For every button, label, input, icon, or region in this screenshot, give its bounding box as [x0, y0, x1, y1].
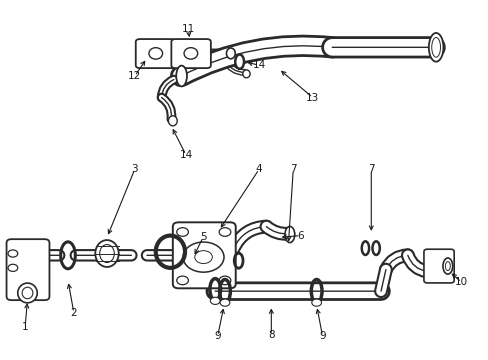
- Circle shape: [176, 276, 188, 285]
- Text: 1: 1: [22, 322, 28, 332]
- Circle shape: [220, 299, 229, 306]
- Text: 6: 6: [297, 231, 303, 240]
- FancyBboxPatch shape: [172, 222, 235, 288]
- FancyBboxPatch shape: [171, 39, 210, 68]
- Text: 12: 12: [128, 71, 141, 81]
- Circle shape: [8, 250, 18, 257]
- Text: 3: 3: [131, 164, 138, 174]
- Circle shape: [311, 299, 321, 306]
- Text: 11: 11: [182, 24, 195, 35]
- Circle shape: [210, 297, 220, 305]
- Ellipse shape: [176, 66, 186, 86]
- Text: 5: 5: [199, 232, 206, 242]
- Text: 9: 9: [319, 331, 325, 341]
- Ellipse shape: [18, 283, 37, 303]
- Text: 9: 9: [214, 331, 221, 341]
- Text: 10: 10: [454, 277, 467, 287]
- Text: 8: 8: [267, 330, 274, 340]
- FancyBboxPatch shape: [136, 39, 175, 68]
- Text: 14: 14: [179, 150, 192, 160]
- Ellipse shape: [285, 226, 294, 243]
- Text: 4: 4: [255, 164, 262, 174]
- FancyBboxPatch shape: [6, 239, 49, 300]
- Ellipse shape: [243, 70, 249, 78]
- Text: 7: 7: [367, 164, 374, 174]
- Ellipse shape: [442, 258, 452, 274]
- Text: 13: 13: [305, 93, 319, 103]
- Text: 2: 2: [70, 308, 77, 318]
- Ellipse shape: [235, 54, 244, 69]
- Ellipse shape: [95, 240, 119, 267]
- Ellipse shape: [428, 33, 443, 62]
- Ellipse shape: [226, 48, 235, 59]
- Text: 7: 7: [289, 164, 296, 174]
- Circle shape: [176, 228, 188, 236]
- Ellipse shape: [168, 116, 177, 126]
- Circle shape: [8, 264, 18, 271]
- Text: 14: 14: [252, 60, 265, 70]
- FancyBboxPatch shape: [423, 249, 453, 283]
- Circle shape: [219, 276, 230, 285]
- Circle shape: [219, 228, 230, 236]
